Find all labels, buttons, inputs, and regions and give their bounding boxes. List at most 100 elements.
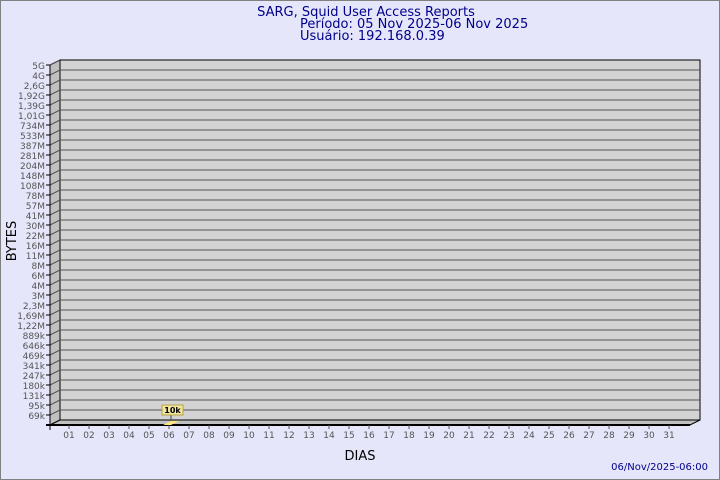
y-tick-label: 2,6G [24, 82, 45, 92]
y-tick-label: 69k [28, 412, 45, 422]
x-tick-label: 19 [423, 431, 435, 441]
y-axis-label: BYTES [5, 221, 20, 262]
x-tick-label: 09 [223, 431, 235, 441]
grid-line-wall [49, 119, 61, 126]
y-tick-label: 78M [26, 192, 45, 202]
y-tick-label: 41M [26, 212, 45, 222]
grid-line-wall [49, 369, 61, 376]
y-tick-label: 247k [23, 372, 46, 382]
y-tick-label: 646k [23, 342, 46, 352]
bar [163, 421, 179, 425]
grid-line-wall [49, 319, 61, 326]
x-tick-label: 18 [403, 431, 415, 441]
x-tick-label: 01 [63, 431, 74, 441]
grid-line-wall [49, 239, 61, 246]
y-tick-label: 95k [28, 402, 45, 412]
y-tick-label: 1,39G [18, 102, 45, 112]
grid-line-wall [49, 99, 61, 106]
grid-line-wall [49, 229, 61, 236]
grid-line-wall [49, 219, 61, 226]
x-tick-label: 25 [543, 431, 554, 441]
grid-line-wall [49, 139, 61, 146]
chart-period: Período: 05 Nov 2025-06 Nov 2025 [300, 17, 528, 32]
chart-title: SARG, Squid User Access Reports [257, 5, 475, 20]
x-tick-label: 05 [143, 431, 154, 441]
y-tick-label: 22M [26, 232, 45, 242]
y-tick-label: 4G [32, 72, 45, 82]
y-tick-label: 148M [20, 172, 45, 182]
y-tick-label: 8M [32, 262, 46, 272]
grid-line-wall [49, 279, 61, 286]
x-tick-label: 08 [203, 431, 215, 441]
grid-line-wall [49, 179, 61, 186]
x-tick-label: 31 [663, 431, 674, 441]
x-tick-label: 06 [163, 431, 175, 441]
x-tick-label: 16 [363, 431, 375, 441]
x-tick-label: 22 [483, 431, 494, 441]
x-tick-label: 12 [283, 431, 294, 441]
grid-line-wall [49, 79, 61, 86]
grid-line-wall [49, 379, 61, 386]
y-tick-label: 889k [23, 332, 46, 342]
grid-line-wall [49, 269, 61, 276]
y-tick-label: 16M [26, 242, 45, 252]
y-tick-label: 4M [32, 282, 46, 292]
x-tick-label: 23 [503, 431, 514, 441]
grid-line-wall [49, 59, 61, 66]
grid-line-wall [49, 249, 61, 256]
y-tick-label: 1,01G [18, 112, 45, 122]
chart-user: Usuário: 192.168.0.39 [300, 29, 445, 44]
footer-date: 06/Nov/2025-06:00 [611, 462, 708, 473]
y-tick-label: 533M [20, 132, 45, 142]
x-axis-label: DIAS [345, 449, 376, 464]
grid-line-wall [49, 339, 61, 346]
grid-line-wall [49, 169, 61, 176]
grid-line-wall [49, 199, 61, 206]
grid-line-wall [49, 189, 61, 196]
grid-line-wall [49, 289, 61, 296]
grid-line-wall [49, 149, 61, 156]
y-tick-label: 204M [20, 162, 45, 172]
x-tick-label: 17 [383, 431, 394, 441]
grid-line-wall [49, 259, 61, 266]
x-tick-label: 20 [443, 431, 455, 441]
grid-line-wall [49, 359, 61, 366]
y-tick-label: 6M [32, 272, 46, 282]
y-tick-label: 281M [20, 152, 45, 162]
grid-line-wall [49, 89, 61, 96]
x-tick-label: 02 [83, 431, 94, 441]
grid-line-wall [49, 299, 61, 306]
x-tick-label: 03 [103, 431, 114, 441]
x-tick-label: 15 [343, 431, 354, 441]
grid-line-wall [49, 389, 61, 396]
y-tick-label: 734M [20, 122, 45, 132]
y-tick-label: 180k [23, 382, 46, 392]
y-tick-label: 11M [26, 252, 45, 262]
grid-line-wall [49, 329, 61, 336]
grid-line-wall [49, 309, 61, 316]
x-tick-label: 29 [623, 431, 635, 441]
x-tick-label: 10 [243, 431, 255, 441]
y-tick-label: 5G [32, 62, 45, 72]
x-tick-label: 27 [583, 431, 594, 441]
grid-line-wall [49, 129, 61, 136]
bar-label: 10k [164, 406, 181, 415]
grid-line-wall [49, 409, 61, 416]
y-tick-label: 469k [23, 352, 46, 362]
x-tick-label: 13 [303, 431, 314, 441]
grid-line-wall [49, 349, 61, 356]
x-tick-label: 30 [643, 431, 655, 441]
grid-line-wall [49, 399, 61, 406]
y-tick-label: 1,22M [17, 322, 45, 332]
x-tick-label: 24 [523, 431, 535, 441]
y-tick-label: 108M [20, 182, 45, 192]
x-tick-label: 14 [323, 431, 335, 441]
x-tick-label: 11 [263, 431, 274, 441]
x-tick-label: 21 [463, 431, 474, 441]
y-tick-label: 2,3M [23, 302, 45, 312]
x-tick-label: 28 [603, 431, 615, 441]
y-tick-label: 131k [23, 392, 46, 402]
y-tick-label: 57M [26, 202, 45, 212]
grid-line-wall [49, 209, 61, 216]
